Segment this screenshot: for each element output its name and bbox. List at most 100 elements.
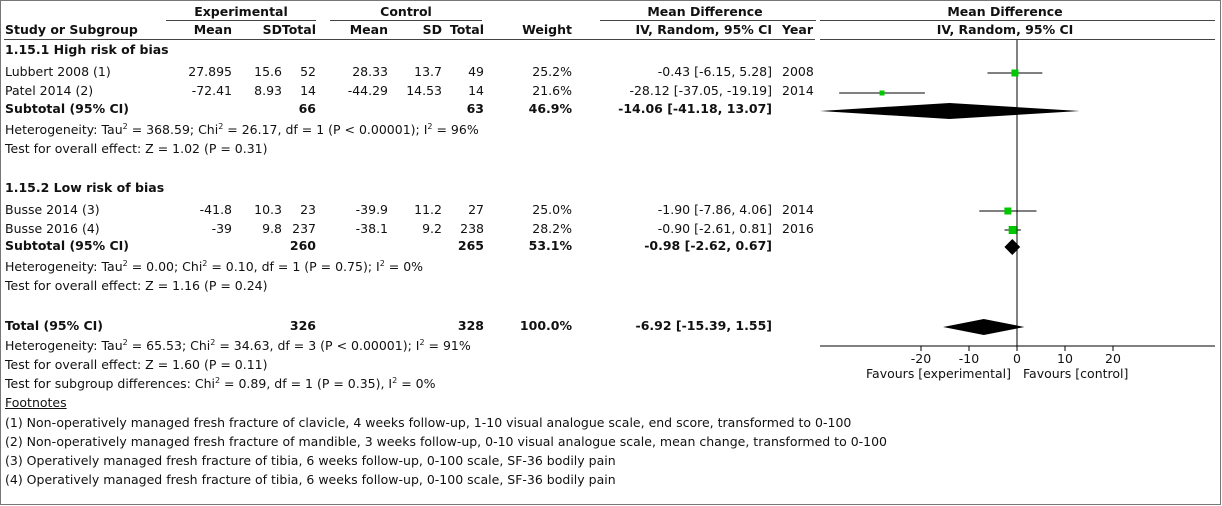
mean2-cell: -44.29 — [347, 83, 388, 98]
total2-cell: 14 — [468, 83, 484, 98]
subtotal-label: Subtotal (95% CI) — [5, 101, 129, 116]
ci-cell: -0.90 [-2.61, 0.81] — [657, 221, 772, 236]
subtotal-weight: 53.1% — [528, 238, 572, 253]
total-ci: -6.92 [-15.39, 1.55] — [635, 318, 772, 333]
footnote: (4) Operatively managed fresh fracture o… — [5, 472, 616, 487]
x-tick-label: -20 — [911, 351, 931, 366]
study-name: Busse 2014 (3) — [5, 202, 100, 217]
subtotal-total2: 265 — [457, 238, 484, 253]
subtotal-total1: 66 — [298, 101, 316, 116]
header-rule-right — [820, 39, 1215, 40]
method-left-header: IV, Random, 95% CI — [635, 22, 772, 37]
favours-left-label: Favours [experimental] — [866, 366, 1011, 381]
overall-effect-text: Test for overall effect: Z = 1.16 (P = 0… — [5, 278, 268, 293]
study-marker — [1008, 226, 1017, 234]
mean1-cell: -72.41 — [191, 83, 232, 98]
total1-header: Total — [281, 22, 316, 37]
control-header: Control — [380, 4, 432, 19]
study-name: Lubbert 2008 (1) — [5, 64, 111, 79]
year-cell: 2008 — [782, 64, 814, 79]
group-title: 1.15.1 High risk of bias — [5, 42, 169, 57]
subtotal-total1: 260 — [289, 238, 316, 253]
sd1-cell: 8.93 — [254, 83, 282, 98]
experimental-header: Experimental — [194, 4, 288, 19]
subgroup-differences-text: Test for subgroup differences: Chi2 = 0.… — [5, 375, 436, 391]
total-heterogeneity-text: Heterogeneity: Tau2 = 65.53; Chi2 = 34.6… — [5, 337, 471, 353]
study-marker — [879, 90, 885, 96]
year-cell: 2014 — [782, 202, 814, 217]
mean2-cell: -39.9 — [355, 202, 388, 217]
x-tick-label: -10 — [959, 351, 979, 366]
subtotal-weight: 46.9% — [528, 101, 572, 116]
sd2-cell: 11.2 — [414, 202, 442, 217]
total2-cell: 238 — [460, 221, 484, 236]
mean1-cell: -39 — [211, 221, 232, 236]
group-title: 1.15.2 Low risk of bias — [5, 180, 165, 195]
sd2-header: SD — [422, 22, 442, 37]
sd2-cell: 13.7 — [414, 64, 442, 79]
subtotal-ci: -14.06 [-41.18, 13.07] — [618, 101, 772, 116]
weight-header: Weight — [522, 22, 572, 37]
total1-cell: 52 — [300, 64, 316, 79]
sd2-cell: 9.2 — [422, 221, 442, 236]
experimental-underline — [166, 20, 316, 21]
weight-cell: 25.2% — [532, 64, 572, 79]
sd1-cell: 15.6 — [254, 64, 282, 79]
sd1-cell: 10.3 — [254, 202, 282, 217]
md-header-right: Mean Difference — [947, 4, 1063, 19]
control-underline — [330, 20, 482, 21]
weight-cell: 28.2% — [532, 221, 572, 236]
mean1-header: Mean — [193, 22, 232, 37]
sd1-header: SD — [262, 22, 282, 37]
year-header: Year — [782, 22, 813, 37]
total-label: Total (95% CI) — [5, 318, 104, 333]
sd2-cell: 14.53 — [406, 83, 442, 98]
study-name: Busse 2016 (4) — [5, 221, 100, 236]
total2-cell: 27 — [468, 202, 484, 217]
md-header-left: Mean Difference — [647, 4, 763, 19]
footnote: (3) Operatively managed fresh fracture o… — [5, 453, 616, 468]
total1-cell: 237 — [292, 221, 316, 236]
ci-cell: -28.12 [-37.05, -19.19] — [629, 83, 772, 98]
md-left-underline — [600, 20, 816, 21]
x-tick-label: 20 — [1105, 351, 1121, 366]
subtotal-total2: 63 — [466, 101, 484, 116]
total2-cell: 49 — [468, 64, 484, 79]
mean1-cell: -41.8 — [199, 202, 232, 217]
total1-cell: 23 — [300, 202, 316, 217]
ci-cell: -0.43 [-6.15, 5.28] — [657, 64, 772, 79]
overall-effect-text: Test for overall effect: Z = 1.02 (P = 0… — [5, 141, 268, 156]
mean2-header: Mean — [349, 22, 388, 37]
total-weight: 100.0% — [519, 318, 572, 333]
ci-cell: -1.90 [-7.86, 4.06] — [657, 202, 772, 217]
heterogeneity-text: Heterogeneity: Tau2 = 0.00; Chi2 = 0.10,… — [5, 258, 424, 274]
total-total2: 328 — [457, 318, 484, 333]
mean2-cell: 28.33 — [352, 64, 388, 79]
footnote: (1) Non-operatively managed fresh fractu… — [5, 415, 852, 430]
study-header: Study or Subgroup — [5, 22, 138, 37]
x-tick-label: 10 — [1057, 351, 1073, 366]
x-tick-label: 0 — [1013, 351, 1021, 366]
footnotes-title: Footnotes — [5, 395, 67, 410]
weight-cell: 21.6% — [532, 83, 572, 98]
year-cell: 2014 — [782, 83, 814, 98]
sd1-cell: 9.8 — [262, 221, 282, 236]
year-cell: 2016 — [782, 221, 814, 236]
weight-cell: 25.0% — [532, 202, 572, 217]
heterogeneity-text: Heterogeneity: Tau2 = 368.59; Chi2 = 26.… — [5, 121, 479, 137]
total1-cell: 14 — [300, 83, 316, 98]
subtotal-label: Subtotal (95% CI) — [5, 238, 129, 253]
header-rule-left — [4, 39, 815, 40]
pooled-diamond — [1004, 239, 1021, 255]
study-marker — [1004, 207, 1012, 215]
method-right-header: IV, Random, 95% CI — [936, 22, 1074, 37]
favours-right-label: Favours [control] — [1023, 366, 1128, 381]
study-marker — [1011, 69, 1019, 77]
total-overall-effect-text: Test for overall effect: Z = 1.60 (P = 0… — [5, 357, 268, 372]
pooled-diamond — [943, 319, 1025, 335]
footnote: (2) Non-operatively managed fresh fractu… — [5, 434, 888, 449]
md-right-underline — [820, 20, 1215, 21]
mean1-cell: 27.895 — [188, 64, 232, 79]
